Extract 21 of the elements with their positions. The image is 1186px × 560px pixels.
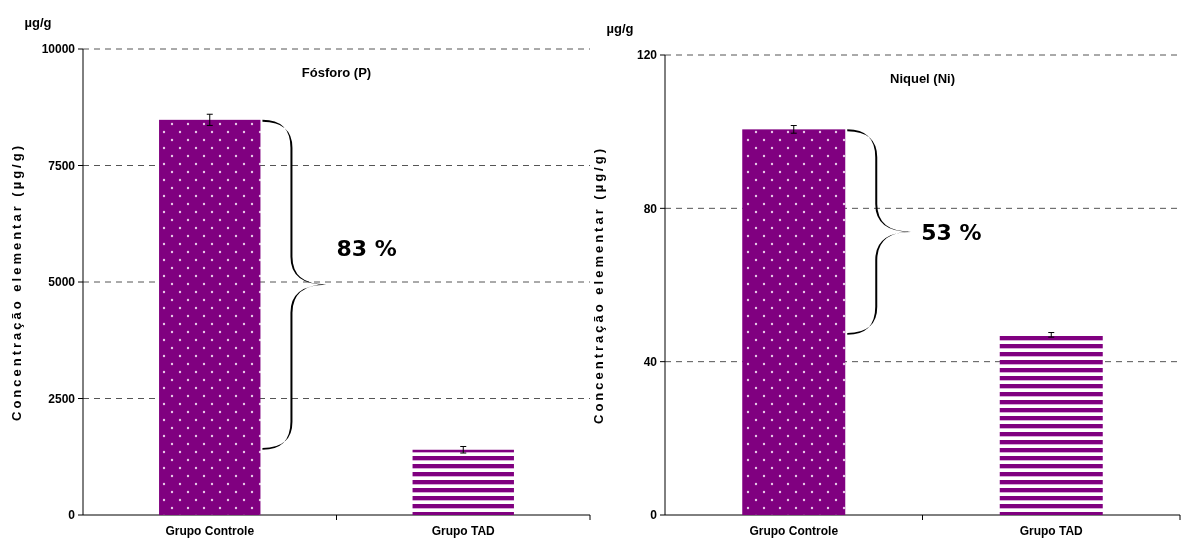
y-tick-label: 0: [650, 508, 658, 523]
y-tick-label: 10000: [41, 42, 76, 57]
x-tick-label: Grupo Controle: [165, 524, 255, 538]
text: Fósforo (P): [301, 65, 372, 80]
y-tick-label: 7500: [48, 158, 76, 173]
y-axis-title: Concentração elementar (µg/g): [591, 146, 606, 424]
text: µg/g: [606, 21, 634, 36]
x-tick-label: Grupo TAD: [1019, 524, 1084, 538]
y-tick-label: 40: [643, 354, 658, 369]
y-tick-label: 0: [68, 508, 76, 523]
x-tick-label: Grupo Controle: [749, 524, 839, 538]
text: µg/g: [24, 15, 52, 30]
y-tick-label: 120: [636, 48, 658, 63]
annotation: 83 %: [336, 236, 397, 262]
text: Niquel (Ni): [890, 71, 955, 86]
annotation: 53 %: [921, 219, 982, 245]
y-tick-label: 80: [643, 201, 658, 216]
x-tick-label: Grupo TAD: [431, 524, 496, 538]
y-tick-label: 2500: [48, 391, 76, 406]
y-axis-title: Concentração elementar (µg/g): [9, 143, 24, 421]
y-tick-label: 5000: [48, 275, 76, 290]
